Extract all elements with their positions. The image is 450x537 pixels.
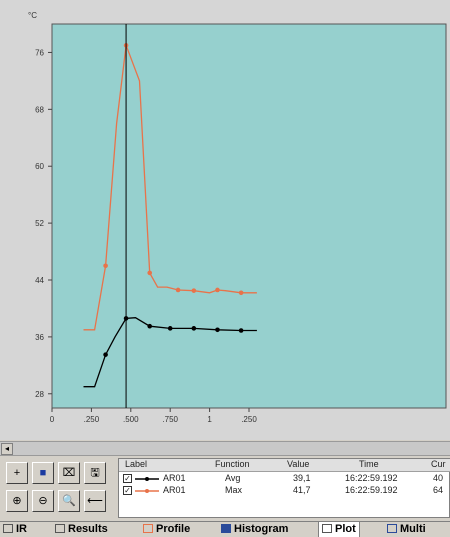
table-row[interactable]: ✓ AR01 Avg 39,1 16:22:59.192 40 [119,473,450,485]
data-point-max[interactable] [215,287,220,293]
tab-label: Results [68,523,108,535]
tab-label: IR [16,523,27,535]
header-value[interactable]: Value [287,459,310,469]
y-tick-label: 60 [35,162,44,171]
row-checkbox[interactable]: ✓ [123,474,132,483]
x-tick-label: .500 [123,415,139,424]
series-swatch-avg [135,477,159,481]
data-point-max[interactable] [147,270,153,276]
header-cur[interactable]: Cur [431,459,446,469]
tab-results[interactable]: Results [52,522,111,537]
data-point-avg[interactable] [147,323,153,329]
tab-label: Multi [400,523,426,535]
multi-icon [387,524,397,533]
profile-icon [143,524,153,533]
tab-label: Histogram [234,523,289,535]
row-cur: 64 [433,485,444,495]
row-time: 16:22:59.192 [345,473,398,483]
series-swatch-max [135,489,159,493]
header-label[interactable]: Label [125,459,148,469]
table-row[interactable]: ✓ AR01 Max 41,7 16:22:59.192 64 [119,485,450,497]
x-tick-label: .250 [84,415,100,424]
zoom-out-button[interactable]: ⊖ [32,490,54,512]
header-time[interactable]: Time [359,459,379,469]
stop-button[interactable]: ■ [32,462,54,484]
y-tick-label: 36 [35,333,44,342]
row-label: AR01 [163,485,186,495]
scroll-left-arrow-icon[interactable]: ◂ [1,443,13,455]
x-tick-label: .750 [162,415,178,424]
row-value: 39,1 [293,473,311,483]
y-axis: 28 36 44 52 60 68 76 [35,48,52,399]
histogram-icon [221,524,231,533]
temperature-line-chart[interactable]: °C 28 36 44 52 60 68 76 0 .250 .500 .750 1 .250 [0,0,450,440]
row-value: 41,7 [293,485,311,495]
x-tick-label: 0 [50,415,55,424]
save-button[interactable]: 🖫 [84,462,106,484]
row-label: AR01 [163,473,186,483]
ir-icon [3,524,13,533]
x-axis: 0 .250 .500 .750 1 .250 [50,408,257,424]
series-line-avg[interactable] [83,317,257,388]
series-layer [83,43,257,388]
data-point-max[interactable] [175,287,181,293]
y-tick-label: 68 [35,105,44,114]
data-point-max[interactable] [103,263,108,269]
row-time: 16:22:59.192 [345,485,398,495]
x-tick-label: .250 [241,415,257,424]
pan-button[interactable]: ⟵ [84,490,106,512]
row-function: Max [225,485,243,495]
data-point-avg[interactable] [191,326,197,331]
data-point-avg[interactable] [238,328,244,333]
tab-ir[interactable]: IR [0,522,30,537]
data-point-avg[interactable] [103,352,108,357]
y-axis-unit-label: °C [28,11,37,20]
tab-bar: IR Results Profile Histogram Plot Multi [0,521,450,537]
data-point-max[interactable] [238,290,244,296]
tab-histogram[interactable]: Histogram [218,522,291,537]
plot-area[interactable] [51,23,447,409]
tab-plot[interactable]: Plot [318,522,360,537]
zoom-in-button[interactable]: ⊕ [6,490,28,512]
x-tick-label: 1 [207,415,212,424]
data-point-max[interactable] [191,288,197,293]
row-checkbox[interactable]: ✓ [123,486,132,495]
tab-label: Plot [335,523,356,535]
add-marker-button[interactable]: + [6,462,28,484]
row-function: Avg [225,473,241,483]
clear-button[interactable]: ⌧ [58,462,80,484]
y-tick-label: 52 [35,219,44,228]
zoom-fit-button[interactable]: 🔍 [58,490,80,512]
y-tick-label: 28 [35,390,44,399]
plot-icon [322,524,332,533]
data-point-avg[interactable] [167,326,173,331]
series-line-max[interactable] [83,45,257,331]
plot-toolbar: + ■ ⌧ 🖫 ⊕ ⊖ 🔍 ⟵ [4,458,116,518]
horizontal-scrollbar[interactable]: ◂ [0,441,450,456]
plot-panel: °C 28 36 44 52 60 68 76 0 .250 .500 .750 1 .250 [0,0,450,440]
tab-profile[interactable]: Profile [140,522,193,537]
y-tick-label: 76 [35,48,44,57]
table-icon [55,524,65,533]
table-header: Label Function Value Time Cur [119,459,450,472]
tab-label: Profile [156,523,191,535]
row-cur: 40 [433,473,444,483]
series-legend-table: Label Function Value Time Cur ✓ AR01 Avg… [118,458,450,518]
tab-multi[interactable]: Multi [384,522,429,537]
y-tick-label: 44 [35,276,44,285]
data-point-avg[interactable] [215,327,220,333]
header-function[interactable]: Function [215,459,250,469]
